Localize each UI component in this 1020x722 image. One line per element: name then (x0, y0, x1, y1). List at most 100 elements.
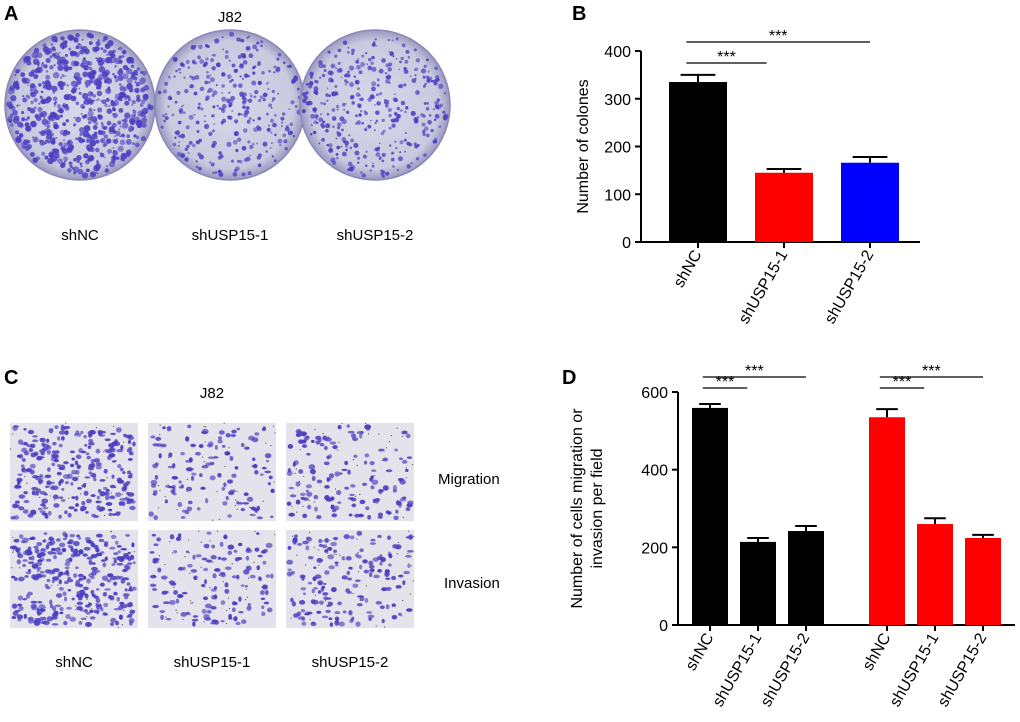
stained-cell (213, 620, 219, 625)
colony (365, 52, 368, 55)
colony (407, 56, 411, 59)
colony (321, 137, 325, 142)
stained-cell (76, 605, 83, 611)
stained-cell (43, 539, 47, 543)
membrane-pore (230, 489, 232, 491)
stained-cell (245, 548, 253, 554)
stained-cell (325, 609, 331, 613)
colony (112, 49, 116, 54)
colony (112, 72, 115, 76)
colony (343, 79, 348, 83)
colony (118, 46, 123, 51)
colony (381, 58, 386, 63)
colony (392, 165, 395, 168)
stained-cell (90, 494, 96, 498)
colony (32, 136, 39, 143)
stained-cell (95, 605, 103, 610)
colony (218, 170, 221, 173)
membrane-pore (396, 553, 398, 555)
colony (104, 43, 111, 49)
colony (163, 119, 166, 123)
colony (325, 129, 329, 133)
colony (25, 94, 30, 98)
colony (121, 49, 127, 55)
colony (175, 69, 178, 73)
membrane-pore (352, 458, 355, 461)
colony (375, 93, 379, 97)
colony (41, 151, 46, 156)
stained-cell (36, 541, 43, 546)
membrane-pore (409, 593, 411, 595)
stained-cell (59, 607, 64, 612)
colony (31, 69, 36, 74)
colony (57, 158, 63, 164)
colony (341, 128, 344, 132)
stained-cell (40, 451, 45, 456)
stained-cell (309, 469, 316, 474)
colony (424, 82, 427, 86)
membrane-pore (90, 541, 92, 544)
stained-cell (243, 492, 249, 497)
colony (381, 152, 386, 157)
colony (228, 59, 231, 62)
colony (180, 133, 186, 139)
stained-cell (218, 436, 222, 441)
stained-cell (211, 594, 217, 600)
membrane-pore (192, 468, 195, 470)
colony (391, 151, 394, 155)
membrane-pore (244, 599, 247, 601)
stained-cell (18, 534, 24, 539)
colony (235, 148, 239, 153)
stained-cell (329, 441, 337, 445)
colony (239, 63, 244, 68)
membrane-pore (47, 507, 49, 509)
stained-cell (13, 538, 20, 543)
colony (433, 118, 437, 122)
colony (75, 84, 78, 87)
colony (436, 98, 441, 102)
stained-cell (382, 485, 389, 491)
stained-cell (305, 611, 311, 616)
colony (68, 161, 72, 165)
membrane-pore (35, 490, 37, 492)
colony (75, 116, 82, 123)
colony (39, 95, 43, 99)
colony (14, 73, 17, 76)
stained-cell (56, 471, 62, 476)
stained-cell (265, 459, 270, 463)
colony (349, 95, 355, 100)
stained-cell (242, 502, 249, 505)
stained-cell (67, 576, 72, 580)
stained-cell (40, 503, 46, 507)
stained-cell (378, 448, 385, 452)
colony (257, 116, 262, 121)
stained-cell (334, 620, 340, 626)
colony (192, 61, 195, 65)
stained-cell (85, 611, 91, 615)
colony (351, 101, 356, 105)
colony (178, 135, 181, 138)
membrane-pore (86, 598, 88, 600)
stained-cell (405, 433, 411, 439)
stained-cell (406, 456, 413, 459)
colony (85, 168, 90, 173)
colony (284, 126, 290, 132)
colony (178, 141, 181, 143)
colony (245, 45, 251, 51)
colony (249, 154, 251, 157)
colony (94, 46, 100, 52)
stained-cell (113, 552, 119, 556)
stained-cell (322, 592, 329, 596)
stained-cell (370, 475, 374, 480)
colony (361, 54, 365, 58)
colony (240, 113, 243, 116)
stained-cell (102, 562, 107, 568)
stained-cell (245, 555, 250, 561)
colony (35, 90, 37, 92)
colony (287, 130, 293, 136)
colony (41, 98, 47, 104)
colony (394, 140, 397, 143)
colony (164, 81, 169, 86)
colony (176, 90, 181, 95)
colony (29, 84, 37, 92)
